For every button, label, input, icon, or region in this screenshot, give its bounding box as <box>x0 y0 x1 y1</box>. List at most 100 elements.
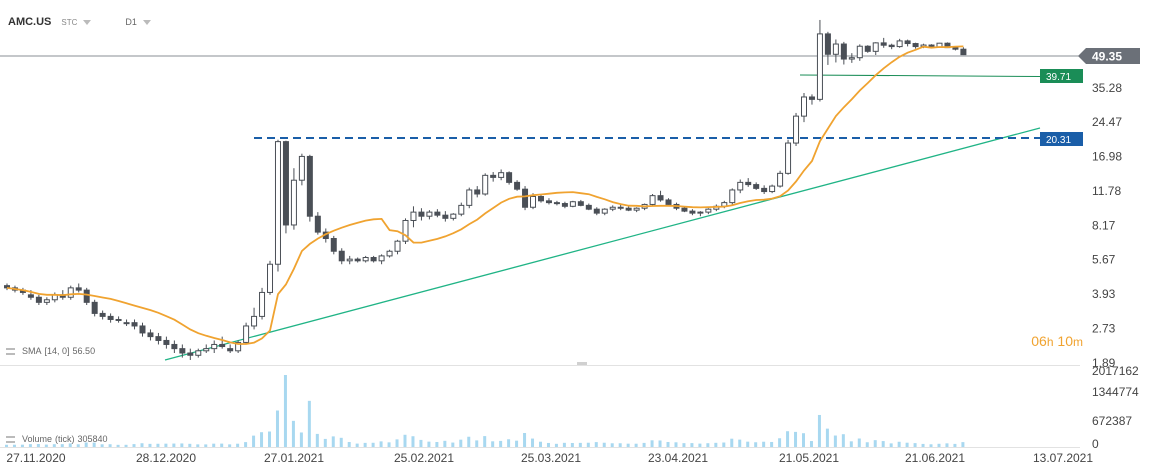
price-axis-label: 16.98 <box>1092 150 1122 164</box>
volume-bar <box>602 442 606 447</box>
candle-body <box>243 325 250 343</box>
volume-bar <box>156 443 160 447</box>
symbol-name[interactable]: AMC.US <box>8 16 52 28</box>
volume-bar <box>84 442 88 447</box>
candle-body <box>155 336 162 341</box>
candle-body <box>769 185 776 193</box>
sma-params: [14, 0] <box>44 346 70 356</box>
volume-bar <box>347 442 351 447</box>
candle-body <box>585 204 592 210</box>
sma-name: SMA <box>22 346 42 356</box>
candle-body <box>745 181 752 186</box>
candle-body <box>211 343 218 350</box>
countdown-hours-unit: h <box>1046 335 1054 349</box>
volume-bar <box>307 400 311 447</box>
date-axis-label: 28.12.2020 <box>136 451 196 465</box>
volume-bar <box>124 444 128 447</box>
volume-bar <box>626 443 630 447</box>
volume-bar <box>507 439 511 447</box>
candle-body <box>83 289 90 303</box>
volume-bar <box>196 444 200 447</box>
volume-bar <box>188 443 192 447</box>
candle-body <box>235 341 242 352</box>
volume-bar <box>60 444 64 447</box>
volume-bar <box>36 444 40 447</box>
volume-axis-label: 672387 <box>1092 414 1132 428</box>
volume-bar <box>531 438 535 447</box>
volume-bar <box>658 440 662 447</box>
date-axis-label: 23.04.2021 <box>648 451 708 465</box>
volume-bar <box>499 440 503 447</box>
candle-body <box>147 332 154 338</box>
volume-bar <box>212 443 216 447</box>
support-trendline <box>164 127 1041 361</box>
sma-value: 56.50 <box>72 346 96 356</box>
volume-params: (tick) <box>55 434 75 444</box>
candle-body <box>187 352 194 356</box>
candle-body <box>43 299 50 303</box>
candle-body <box>816 33 823 100</box>
volume-bar <box>849 441 853 447</box>
candle-body <box>490 174 497 178</box>
volume-bar <box>833 435 837 447</box>
volume-bar <box>515 440 519 447</box>
candle-body <box>314 215 321 233</box>
price-axis-label: 8.17 <box>1092 218 1116 232</box>
candle-body <box>4 285 10 289</box>
volume-bar <box>228 444 232 447</box>
volume-bar <box>44 444 48 447</box>
candle-body <box>952 47 959 50</box>
sma-indicator-label[interactable]: SMA [14, 0] 56.50 <box>6 346 95 356</box>
countdown-minutes-unit: m <box>1073 335 1083 349</box>
candle-body <box>99 312 106 317</box>
candle-countdown: 06h 10m <box>1031 333 1083 349</box>
candle-body <box>530 195 537 208</box>
candle-body <box>67 287 74 298</box>
candle-body <box>259 291 266 317</box>
volume-bar <box>809 441 813 447</box>
volume-bar <box>953 443 957 447</box>
level-price-tag <box>1040 69 1083 83</box>
volume-bar <box>562 442 566 447</box>
volume-bar <box>92 442 96 447</box>
candle-body <box>609 206 616 210</box>
volume-bar <box>841 434 845 447</box>
volume-bar <box>395 439 399 447</box>
horizontal-level-line <box>799 74 1041 77</box>
volume-bar <box>554 443 558 447</box>
volume-bar <box>403 434 407 447</box>
candle-body <box>35 296 42 303</box>
candle-body <box>912 43 919 48</box>
chevron-down-icon[interactable] <box>142 19 151 25</box>
candle-body <box>848 57 855 60</box>
volume-indicator-label[interactable]: Volume (tick) 305840 <box>6 434 108 444</box>
candle-body <box>298 155 305 181</box>
volume-bar <box>116 444 120 447</box>
volume-axis-label: 0 <box>1092 437 1099 451</box>
volume-bar <box>865 442 869 447</box>
candle-body <box>649 195 656 205</box>
candle-body <box>601 208 608 214</box>
candle-body <box>697 211 704 214</box>
chevron-down-icon[interactable] <box>83 19 92 25</box>
candle-body <box>139 325 146 334</box>
candle-body <box>418 211 425 217</box>
indicator-settings-icon[interactable] <box>6 435 15 443</box>
candle-body <box>274 141 281 265</box>
volume-bar <box>738 439 742 447</box>
candle-body <box>203 348 210 352</box>
volume-bar <box>857 438 861 447</box>
candle-body <box>378 255 385 262</box>
candle-body <box>346 258 353 262</box>
volume-bar <box>52 444 56 447</box>
timeframe-selector[interactable]: D1 <box>125 17 137 27</box>
volume-bar <box>722 442 726 447</box>
countdown-hours: 06 <box>1031 333 1047 349</box>
volume-bar <box>108 444 112 447</box>
price-axis-label: 24.47 <box>1092 115 1122 129</box>
indicator-settings-icon[interactable] <box>6 347 15 355</box>
candle-body <box>282 141 289 226</box>
volume-bar <box>12 444 16 447</box>
